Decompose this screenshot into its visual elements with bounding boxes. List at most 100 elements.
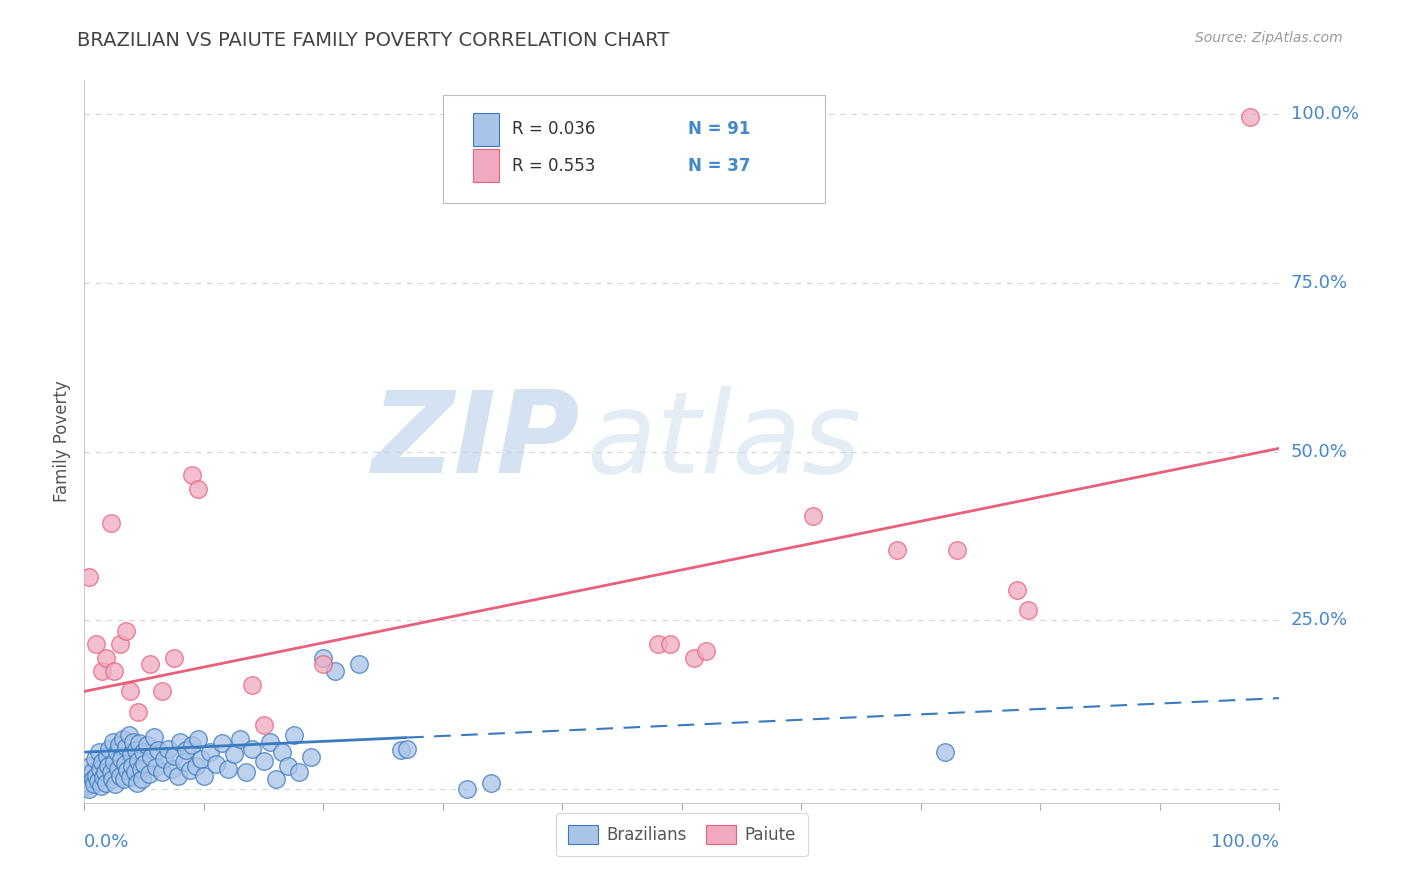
Bar [472, 149, 499, 182]
Point [91, 664, 114, 678]
Point [96, 748, 118, 763]
Point [803, 508, 825, 523]
Point [115, 740, 138, 755]
Point [169, 735, 191, 749]
Point [80, 765, 103, 780]
Point [217, 762, 239, 776]
Point [283, 728, 305, 742]
Point [349, 657, 371, 672]
Legend: Brazilians, Paiute: Brazilians, Paiute [555, 814, 808, 856]
Point [132, 756, 156, 771]
Text: atlas: atlas [586, 386, 862, 497]
Point [118, 770, 141, 784]
Point [173, 756, 195, 770]
Point [163, 748, 186, 763]
Point [647, 637, 669, 651]
Point [288, 765, 311, 780]
Point [77, 775, 100, 789]
Point [131, 772, 153, 787]
Point [94, 775, 117, 789]
Point [98, 741, 121, 756]
Point [389, 743, 412, 757]
Point [325, 664, 347, 678]
Point [264, 772, 287, 787]
Point [97, 758, 120, 772]
Point [128, 736, 150, 750]
Point [683, 650, 706, 665]
Point [110, 769, 132, 783]
Point [101, 772, 124, 787]
Point [138, 767, 160, 781]
Point [166, 769, 188, 783]
Point [181, 468, 204, 483]
Point [157, 741, 180, 756]
Point [127, 705, 149, 719]
Text: 100.0%: 100.0% [1291, 105, 1358, 123]
Point [89, 762, 111, 776]
Point [117, 728, 139, 742]
Point [253, 718, 276, 732]
Text: 100.0%: 100.0% [1212, 833, 1279, 851]
Point [695, 644, 717, 658]
Point [181, 739, 204, 753]
Point [934, 745, 956, 759]
Point [125, 775, 148, 789]
Point [79, 758, 101, 772]
Text: R = 0.036: R = 0.036 [512, 120, 596, 138]
Point [121, 758, 143, 772]
Point [190, 752, 212, 766]
Point [108, 739, 131, 753]
Point [86, 774, 108, 789]
Point [153, 752, 176, 766]
Point [101, 735, 124, 749]
Point [132, 745, 155, 759]
Text: 50.0%: 50.0% [1291, 442, 1347, 460]
Point [77, 569, 100, 583]
Point [148, 743, 170, 757]
Text: N = 91: N = 91 [688, 120, 751, 138]
Point [83, 777, 105, 791]
Point [100, 516, 122, 530]
Point [886, 542, 908, 557]
Point [179, 764, 201, 778]
Point [187, 482, 209, 496]
Point [142, 730, 165, 744]
Point [87, 745, 110, 759]
Point [301, 750, 323, 764]
Point [77, 782, 100, 797]
Text: Source: ZipAtlas.com: Source: ZipAtlas.com [1195, 31, 1343, 45]
Point [163, 650, 186, 665]
Point [120, 747, 142, 761]
Point [141, 750, 163, 764]
Point [270, 745, 292, 759]
Text: 75.0%: 75.0% [1291, 274, 1348, 292]
Point [184, 758, 207, 772]
Point [115, 624, 138, 638]
Y-axis label: Family Poverty: Family Poverty [53, 381, 72, 502]
Text: R = 0.553: R = 0.553 [512, 156, 596, 175]
Point [93, 765, 115, 780]
Point [187, 731, 209, 746]
Text: N = 37: N = 37 [688, 156, 751, 175]
Point [76, 779, 98, 793]
Text: 0.0%: 0.0% [84, 833, 129, 851]
Point [145, 760, 167, 774]
Point [193, 769, 215, 783]
Point [396, 741, 419, 756]
Point [93, 770, 115, 784]
Point [107, 762, 129, 776]
Point [118, 684, 141, 698]
Point [150, 765, 173, 780]
Point [84, 752, 107, 766]
Point [90, 779, 112, 793]
Point [253, 754, 276, 768]
Point [86, 769, 108, 783]
Point [110, 637, 132, 651]
Point [117, 764, 139, 778]
Point [127, 754, 149, 768]
Point [110, 752, 132, 766]
Point [91, 756, 114, 770]
Point [211, 736, 233, 750]
Point [105, 745, 128, 759]
Point [150, 684, 173, 698]
